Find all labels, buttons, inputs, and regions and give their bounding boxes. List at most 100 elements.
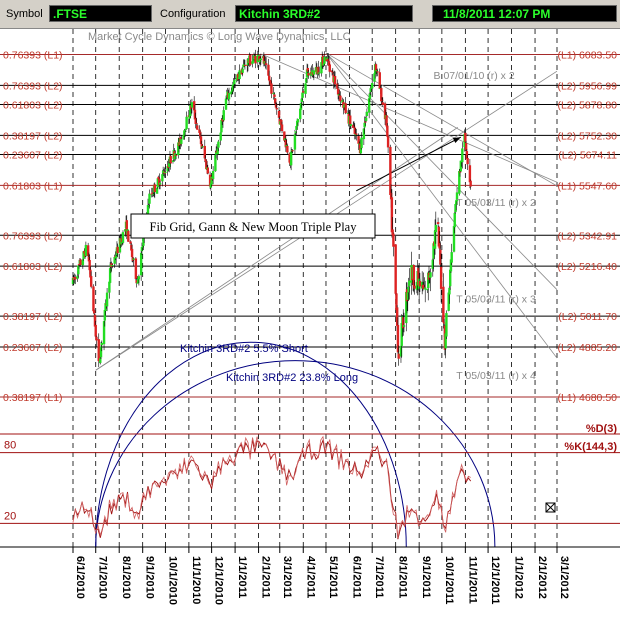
candle-body-115 (193, 109, 197, 120)
candle-body-359 (452, 226, 456, 252)
candle-body-120 (199, 131, 202, 137)
candle-body-65 (140, 247, 144, 252)
candle-body-293 (381, 102, 384, 105)
annotation-box (130, 213, 376, 239)
candle-body-27 (99, 346, 103, 358)
candle-body-48 (121, 232, 125, 243)
candle-body-56 (130, 248, 134, 258)
x-tick-label-5: 11/1/2010 (190, 556, 202, 604)
candle-body-144 (224, 98, 228, 110)
candle-body-123 (201, 146, 204, 148)
candle-body-0 (71, 277, 75, 285)
gann-line-0 (95, 127, 458, 371)
candle-body-67 (142, 237, 145, 246)
fib-label-left-6: 0.76393 (L2) (3, 230, 63, 242)
candle-body-63 (137, 276, 141, 280)
candle-body-303 (392, 233, 395, 247)
price-chart[interactable]: 0.76393 (L1) (L1) 6083.50 0.76393 (L2) (L2)… (0, 29, 620, 629)
candle-body-275 (363, 122, 366, 128)
candle-body-206 (289, 151, 293, 166)
fib-label-left-4: 0.23607 (L2) (3, 149, 63, 161)
fib-label-right-4: (L2) 5674.11 (558, 149, 617, 161)
candle-body-299 (389, 146, 392, 195)
candle-body-14 (86, 245, 90, 257)
candle-body-22 (94, 324, 97, 337)
candle-body-300 (389, 192, 393, 200)
candle-body-105 (183, 130, 186, 136)
candle-body-34 (108, 281, 111, 293)
candle-body-160 (241, 68, 244, 73)
candle-body-174 (256, 55, 260, 63)
candle-body-281 (369, 88, 372, 93)
configuration-field[interactable]: Kitchin 3RD#2 (235, 5, 413, 22)
candle-body-44 (118, 238, 122, 253)
candle-body-200 (283, 138, 287, 141)
candle-body-21 (93, 314, 97, 327)
candle-body-54 (129, 241, 132, 244)
candle-body-141 (221, 119, 224, 121)
candle-body-266 (353, 127, 356, 134)
candle-body-215 (299, 103, 303, 110)
candle-body-8 (79, 259, 82, 265)
candle-body-170 (252, 59, 255, 63)
candle-body-307 (396, 324, 400, 353)
candle-body-39 (113, 256, 116, 264)
candle-body-118 (196, 125, 199, 130)
candle-body-6 (77, 264, 81, 266)
candle-body-352 (444, 333, 447, 349)
x-tick-label-7: 1/1/2011 (236, 556, 248, 598)
candle-body-288 (376, 71, 379, 73)
candle-body-140 (220, 119, 223, 133)
fib-label-right-8: (L2) 5011.70 (558, 311, 617, 323)
candle-body-213 (296, 118, 300, 123)
candle-body-148 (227, 92, 231, 100)
candle-body-49 (124, 229, 127, 232)
candle-body-64 (139, 252, 143, 276)
candle-body-143 (222, 110, 225, 121)
arc-label-long: Kitchin 3RD#2 23.8% Long (226, 372, 358, 384)
symbol-field[interactable]: .FTSE (49, 5, 152, 22)
candle-body-83 (158, 182, 162, 185)
chart-text: Market Cycle Dynamics © Long Wave Dynami… (88, 31, 536, 384)
candle-body-363 (455, 192, 459, 202)
candle-body-274 (362, 128, 366, 140)
candle-body-125 (204, 158, 207, 162)
candle-body-365 (458, 171, 462, 173)
x-tick-label-8: 2/1/2011 (260, 556, 272, 598)
candle-body-5 (77, 265, 80, 275)
candle-body-16 (88, 260, 91, 271)
osc-d-line (72, 435, 471, 538)
osc-legend-d: %D(3) (586, 423, 618, 435)
candle-body-183 (264, 63, 268, 65)
candle-body-374 (468, 165, 472, 183)
symbol-label: Symbol (6, 8, 43, 20)
candle-body-282 (370, 87, 373, 89)
candle-body-253 (339, 95, 342, 102)
x-tick-label-4: 10/1/2010 (166, 556, 178, 605)
candle-body-276 (364, 121, 367, 123)
candle-body-10 (82, 251, 85, 259)
candle-body-26 (99, 358, 102, 363)
fib-label-right-2: (L2) 5878.80 (557, 99, 617, 111)
candle-body-375 (469, 180, 472, 187)
candle-body-356 (449, 269, 452, 287)
candle-body-240 (326, 57, 329, 60)
x-tick-label-11: 5/1/2011 (327, 556, 339, 598)
candle-body-354 (447, 292, 450, 311)
candle-body-289 (378, 72, 381, 89)
candle-body-60 (135, 280, 138, 284)
candle-body-344 (436, 222, 440, 225)
candle-body-72 (147, 205, 150, 207)
candle-body-254 (341, 100, 344, 103)
candle-body-156 (236, 73, 240, 80)
candle-body-361 (454, 203, 457, 213)
candle-body-243 (328, 64, 331, 72)
candle-body-188 (270, 83, 273, 94)
candle-body-197 (280, 119, 283, 126)
candle-body-177 (258, 59, 262, 63)
gann-line-2 (325, 52, 558, 187)
candle-body-232 (317, 66, 320, 74)
candle-body-314 (405, 291, 408, 324)
x-tick-label-19: 1/1/2012 (513, 556, 525, 599)
fib-grid: 0.76393 (L1) (L1) 6083.50 0.76393 (L2) (L2)… (0, 50, 620, 404)
